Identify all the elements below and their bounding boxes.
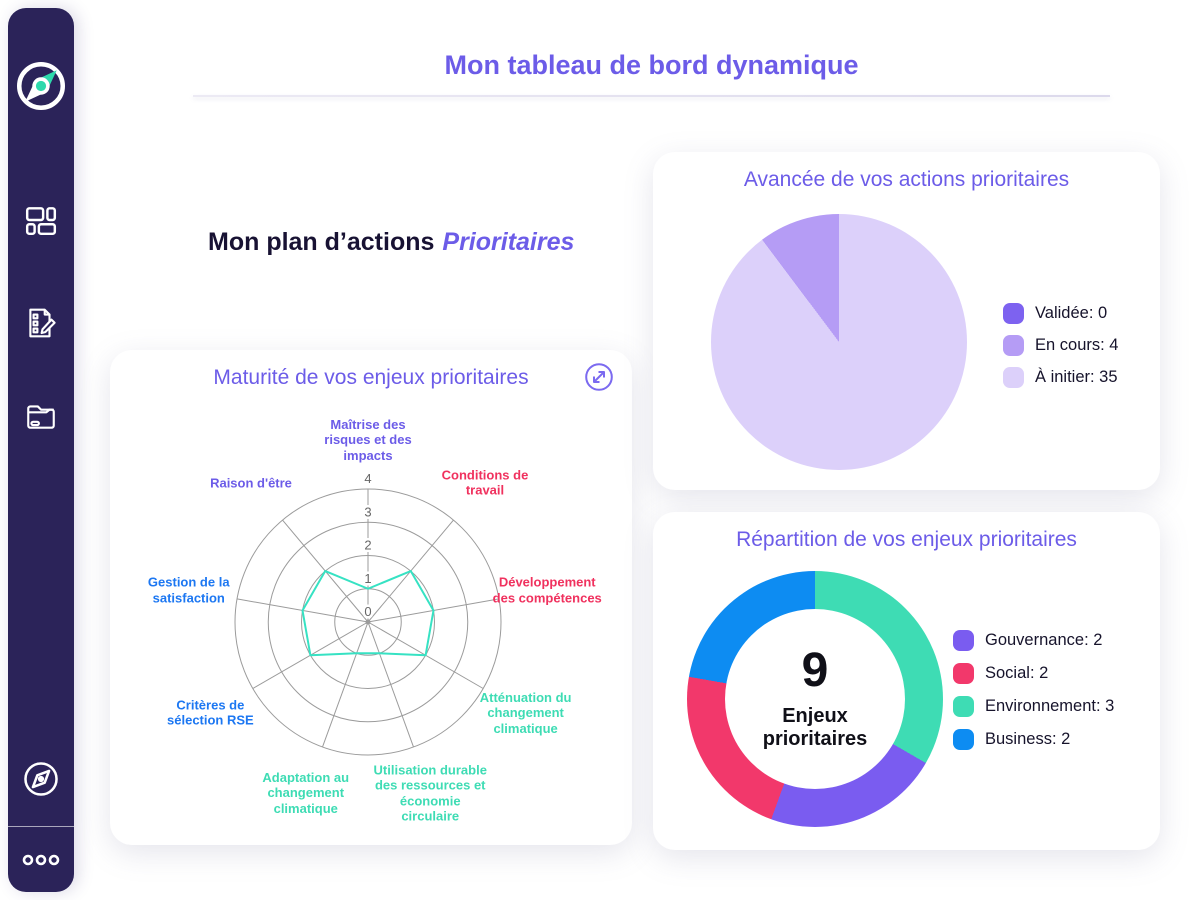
three-dots-icon <box>21 854 61 870</box>
radar-card-title: Maturité de vos enjeux prioritaires <box>213 366 529 389</box>
donut-card: Répartition de vos enjeux prioritaires 9… <box>653 512 1160 850</box>
folder-icon <box>24 405 58 436</box>
sidebar-divider <box>8 826 74 827</box>
legend-label: Environnement: 3 <box>985 697 1115 715</box>
pie-chart <box>711 214 967 470</box>
donut-legend: Gouvernance: 2 Social: 2 Environnement: 3 B… <box>953 630 1114 750</box>
donut-chart: 9 Enjeux prioritaires <box>687 571 943 827</box>
legend-item[interactable]: Validée: 0 <box>1003 303 1118 324</box>
more-options-button[interactable] <box>21 853 61 867</box>
page-title: Mon tableau de bord dynamique <box>444 50 859 80</box>
legend-item[interactable]: Business: 2 <box>953 729 1114 750</box>
title-underline <box>193 95 1110 97</box>
legend-item[interactable]: En cours: 4 <box>1003 335 1118 356</box>
legend-item[interactable]: À initier: 35 <box>1003 367 1118 388</box>
legend-swatch <box>953 663 974 684</box>
legend-label: Gouvernance: 2 <box>985 631 1103 649</box>
legend-swatch <box>953 696 974 717</box>
legend-swatch <box>1003 335 1024 356</box>
legend-swatch <box>953 630 974 651</box>
sidebar-item-documents[interactable] <box>24 399 58 433</box>
legend-label: Social: 2 <box>985 664 1049 682</box>
donut-center-value: 9 <box>801 644 829 697</box>
plan-heading-accent: Prioritaires <box>442 228 575 256</box>
pie-card: Avancée de vos actions prioritaires Vali… <box>653 152 1160 490</box>
pie-card-title: Avancée de vos actions prioritaires <box>743 168 1070 191</box>
legend-label: En cours: 4 <box>1035 336 1119 354</box>
svg-text:3: 3 <box>364 504 371 519</box>
legend-label: Business: 2 <box>985 730 1071 748</box>
svg-text:4: 4 <box>364 471 371 486</box>
checklist-pen-icon <box>24 308 58 343</box>
legend-item[interactable]: Social: 2 <box>953 663 1114 684</box>
donut-center-label: Enjeux prioritaires <box>762 705 868 750</box>
plan-heading: Mon plan d’actions Prioritaires <box>208 228 574 257</box>
svg-text:1: 1 <box>364 571 371 586</box>
donut-card-title: Répartition de vos enjeux prioritaires <box>736 528 1077 551</box>
legend-swatch <box>1003 367 1024 388</box>
donut-hole: 9 Enjeux prioritaires <box>725 609 905 789</box>
svg-text:2: 2 <box>364 538 371 553</box>
sidebar <box>8 8 74 892</box>
expand-button[interactable] <box>584 362 614 392</box>
legend-label: À initier: 35 <box>1035 368 1118 386</box>
legend-swatch <box>953 729 974 750</box>
expand-icon <box>584 363 614 395</box>
dashboard-grid-icon <box>24 203 58 240</box>
legend-swatch <box>1003 303 1024 324</box>
legend-item[interactable]: Environnement: 3 <box>953 696 1114 717</box>
radar-chart: 0 1 2 3 4 <box>234 469 502 756</box>
app-logo[interactable] <box>11 56 71 116</box>
legend-item[interactable]: Gouvernance: 2 <box>953 630 1114 651</box>
sidebar-item-dashboard[interactable] <box>12 193 70 249</box>
svg-text:0: 0 <box>364 604 371 619</box>
sidebar-item-explore[interactable] <box>18 756 64 802</box>
compass-outline-icon <box>18 762 64 805</box>
radar-card: Maturité de vos enjeux prioritaires 0 1 2 3… <box>110 350 632 845</box>
sidebar-item-action-plan[interactable] <box>24 306 58 340</box>
plan-heading-main: Mon plan d’actions <box>208 228 435 256</box>
compass-logo-icon <box>11 62 71 119</box>
pie-legend: Validée: 0 En cours: 4 À initier: 35 <box>1003 303 1118 388</box>
legend-label: Validée: 0 <box>1035 304 1108 322</box>
